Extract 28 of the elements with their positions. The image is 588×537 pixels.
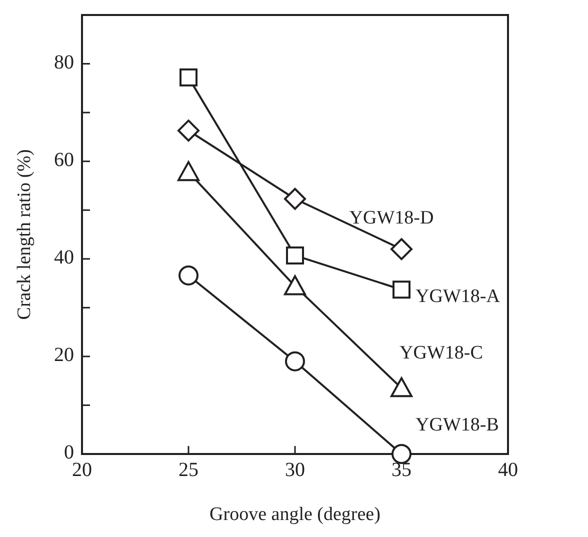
y-tick-label: 0 bbox=[64, 442, 74, 464]
y-tick-label: 40 bbox=[54, 246, 74, 268]
point bbox=[285, 351, 305, 372]
point bbox=[390, 377, 412, 398]
y-tick-label: 80 bbox=[54, 51, 74, 74]
series-label: YGW18-B bbox=[416, 414, 499, 436]
y-tick-label: 60 bbox=[54, 148, 74, 171]
series-label: YGW18-D bbox=[349, 207, 434, 228]
point bbox=[284, 188, 306, 210]
x-axis-title: Groove angle (degree) bbox=[210, 504, 380, 525]
point bbox=[390, 238, 412, 260]
series-label: YGW18-A bbox=[416, 286, 500, 307]
point bbox=[284, 275, 306, 296]
x-tick-label: 30 bbox=[285, 459, 305, 481]
point bbox=[178, 120, 200, 142]
y-tick-label: 20 bbox=[54, 344, 74, 366]
x-tick-label: 40 bbox=[498, 459, 518, 481]
x-tick-label: 35 bbox=[392, 459, 412, 481]
point bbox=[286, 246, 304, 264]
point bbox=[178, 265, 198, 286]
point bbox=[392, 280, 410, 299]
point bbox=[392, 444, 412, 464]
series-label: YGW18-C bbox=[400, 342, 483, 364]
point bbox=[180, 68, 198, 86]
x-tick-label: 20 bbox=[72, 459, 92, 481]
point bbox=[178, 161, 200, 182]
y-axis-title: Crack length ratio (%) bbox=[14, 149, 35, 320]
x-tick-label: 25 bbox=[178, 459, 198, 481]
